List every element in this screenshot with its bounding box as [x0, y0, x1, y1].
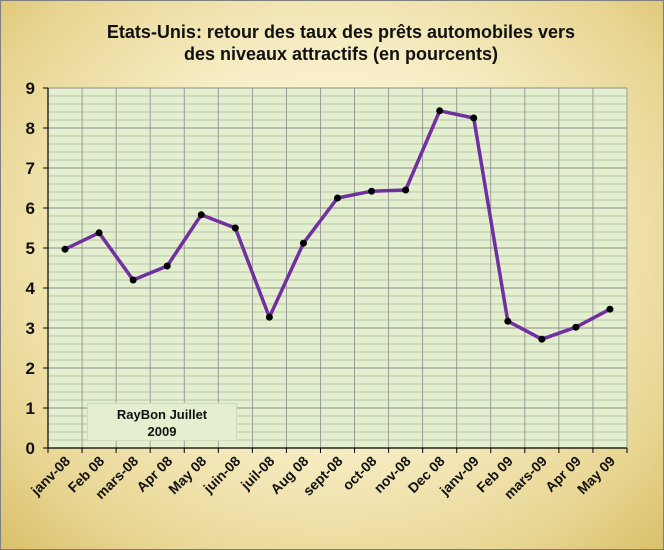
- source-annotation-line-1: RayBon Juillet: [116, 407, 208, 422]
- x-tick-label: May 09: [574, 453, 618, 497]
- data-point: [606, 305, 614, 313]
- y-tick-label: 7: [26, 159, 35, 178]
- y-tick-label: 9: [26, 79, 35, 98]
- data-point: [299, 239, 307, 247]
- y-tick-label: 8: [26, 119, 35, 138]
- data-point: [436, 107, 444, 115]
- data-point: [368, 187, 376, 195]
- y-tick-label: 2: [26, 359, 35, 378]
- data-point: [265, 313, 273, 321]
- y-tick-label: 1: [26, 399, 35, 418]
- data-point: [572, 323, 580, 331]
- source-annotation-line-2: 2009: [147, 424, 177, 439]
- chart-title-line-2: des niveaux attractifs (en pourcents): [183, 44, 499, 64]
- data-point: [95, 229, 103, 237]
- y-tick-label: 5: [26, 239, 35, 258]
- data-point: [538, 335, 546, 343]
- y-tick-label: 3: [26, 319, 35, 338]
- data-point: [61, 245, 69, 253]
- data-point: [231, 224, 239, 232]
- chart-title: Etats-Unis: retour des taux des prêts au…: [61, 21, 621, 65]
- data-point: [402, 186, 410, 194]
- x-tick-label: juin-08: [200, 453, 244, 497]
- data-point: [504, 317, 512, 325]
- x-tick-label: nov-08: [371, 453, 414, 496]
- y-tick-label: 6: [26, 199, 35, 218]
- data-point: [163, 262, 171, 270]
- data-point: [334, 194, 341, 202]
- y-tick-label: 0: [26, 439, 35, 458]
- x-tick-label: janv-08: [27, 453, 73, 499]
- y-tick-label: 4: [26, 279, 36, 298]
- data-point: [129, 276, 137, 284]
- chart-title-line-1: Etats-Unis: retour des taux des prêts au…: [106, 22, 576, 42]
- data-point: [197, 211, 205, 219]
- plot-area: [48, 88, 627, 448]
- data-point: [470, 114, 478, 122]
- x-tick-label: May 08: [165, 453, 209, 497]
- source-annotation: RayBon Juillet 2009: [87, 403, 237, 441]
